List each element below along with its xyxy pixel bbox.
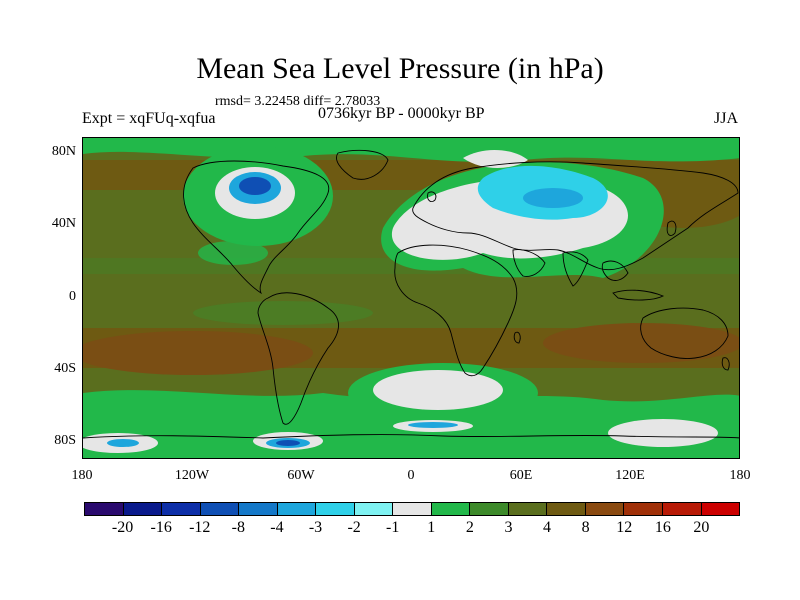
colorbar-swatch [316,503,355,515]
lon-label-0: 0 [407,468,415,483]
colorbar-label: -20 [111,519,134,536]
colorbar-swatch [277,503,317,515]
lat-label-80s: 80S [54,433,76,448]
colorbar-label: 3 [504,519,513,536]
pressure-map [82,137,740,459]
lat-label-0: 0 [69,289,76,304]
colorbar-swatch [354,503,394,515]
lon-label-120e: 120E [615,468,645,483]
colorbar-label: -4 [270,519,284,536]
pressure-field [83,138,739,458]
colorbar-swatch [431,503,471,515]
colorbar-swatch [123,503,163,515]
stats-text: rmsd= 3.22458 diff= 2.78033 [215,94,381,109]
lat-label-80n: 80N [51,144,76,159]
colorbar-label: -12 [189,519,211,536]
colorbar-label: 8 [581,519,590,536]
lon-label-60w: 60W [287,468,315,483]
colorbar-swatch [470,503,509,515]
lon-label-180e: 180 [729,468,751,483]
colorbar-swatch [85,503,124,515]
colorbar [84,502,740,516]
lat-label-40s: 40S [54,361,76,376]
colorbar-label: -2 [347,519,361,536]
lon-label-120w: 120W [174,468,210,483]
colorbar-label: -3 [308,519,323,536]
colorbar-label: 12 [616,519,633,536]
colorbar-swatch [200,503,240,515]
colorbar-swatch [547,503,586,515]
colorbar-swatch [162,503,201,515]
season-label: JJA [714,110,739,127]
colorbar-label: -8 [231,519,245,536]
colorbar-swatch [393,503,432,515]
colorbar-swatch [701,503,740,515]
period-label: 0736kyr BP - 0000kyr BP [318,105,485,122]
lon-label-60e: 60E [509,468,533,483]
colorbar-label: -1 [386,519,400,536]
colorbar-swatch [239,503,278,515]
colorbar-label: 2 [465,519,474,536]
colorbar-label: 20 [693,519,710,536]
colorbar-swatch [585,503,625,515]
colorbar-label: 1 [427,519,436,536]
colorbar-label: 4 [543,519,552,536]
map-title: Mean Sea Level Pressure (in hPa) [196,52,604,85]
colorbar-swatch [624,503,663,515]
colorbar-swatch [508,503,548,515]
coastlines [83,149,739,439]
lon-label-180w: 180 [71,468,93,483]
lat-label-40n: 40N [51,216,76,231]
experiment-label: Expt = xqFUq-xqfua [82,110,216,127]
colorbar-label: -16 [150,519,172,536]
colorbar-label: 16 [654,519,671,536]
colorbar-swatch [662,503,702,515]
